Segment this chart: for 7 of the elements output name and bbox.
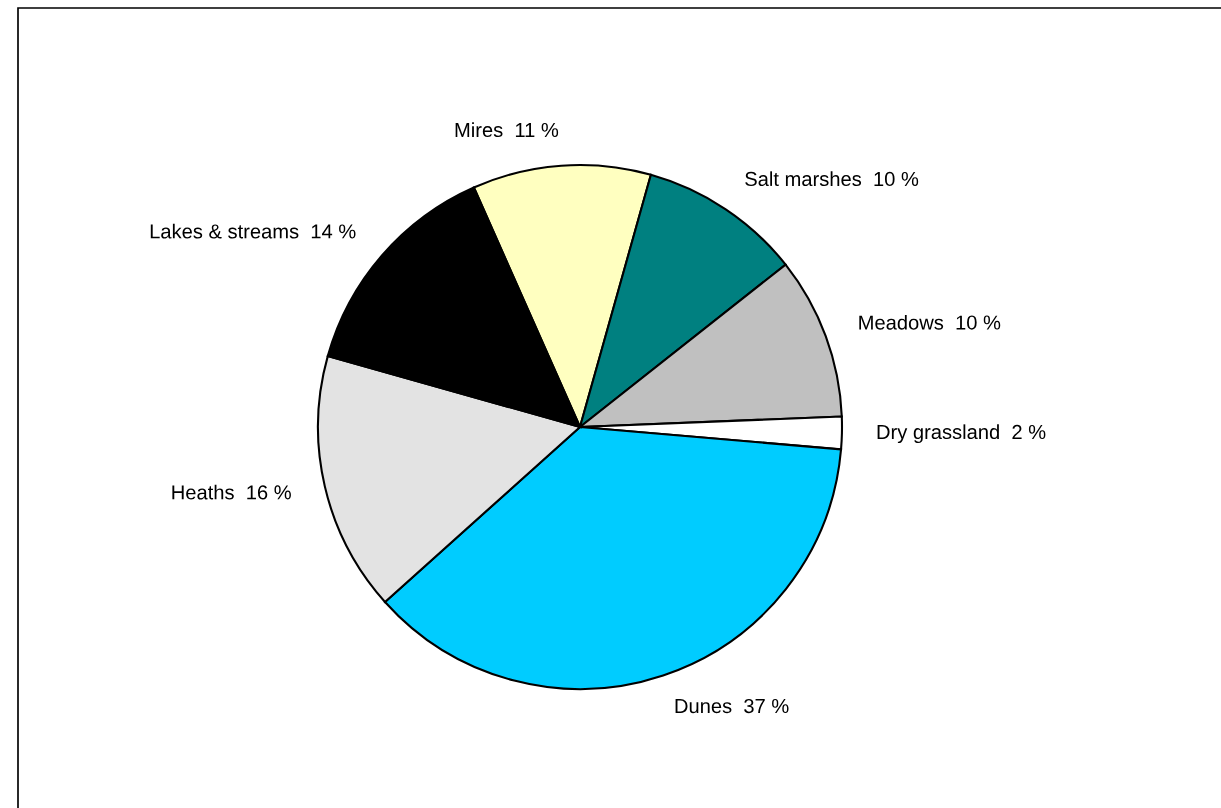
slice-label: Heaths 16 %: [172, 484, 291, 500]
slice-label: Salt marshes 10 %: [745, 171, 919, 187]
slice-label: Lakes & streams 14 %: [150, 223, 356, 239]
slice-label: Dry grassland 2 %: [877, 424, 1046, 444]
slice-label: Meadows 10 %: [859, 314, 1001, 330]
slice-label: Mires 11 %: [455, 122, 559, 138]
slice-label: Dunes 37 %: [675, 698, 789, 714]
